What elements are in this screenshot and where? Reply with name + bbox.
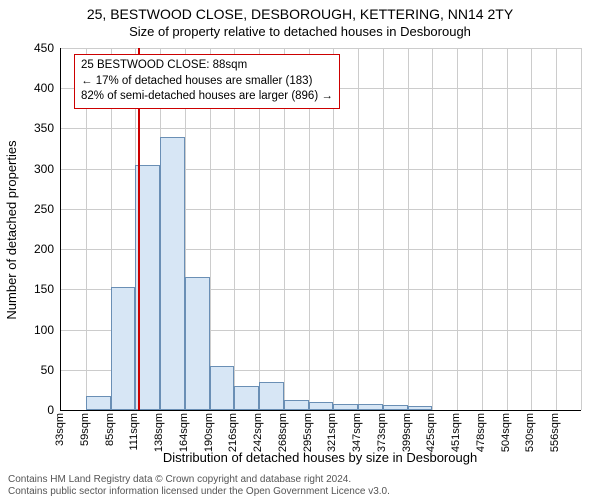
gridline-vertical — [457, 48, 458, 410]
x-axis-label: Distribution of detached houses by size … — [60, 450, 580, 465]
x-tick-label: 530sqm — [524, 413, 536, 452]
histogram-bar — [358, 404, 383, 410]
gridline-vertical — [408, 48, 409, 410]
histogram-bar — [383, 405, 408, 410]
histogram-bar — [86, 396, 111, 410]
info-line-larger: 82% of semi-detached houses are larger (… — [81, 89, 333, 105]
x-tick-label: 190sqm — [203, 413, 215, 452]
x-tick-label: 347sqm — [351, 413, 363, 452]
y-tick-label: 50 — [14, 363, 54, 377]
gridline-vertical — [581, 48, 582, 410]
x-tick-label: 504sqm — [500, 413, 512, 452]
x-tick-label: 451sqm — [450, 413, 462, 452]
histogram-bar — [408, 406, 433, 410]
gridline-vertical — [432, 48, 433, 410]
histogram-bar — [333, 404, 358, 410]
histogram-bar — [210, 366, 235, 410]
x-tick-label: 111sqm — [128, 413, 140, 451]
histogram-bar — [111, 287, 136, 410]
x-tick-label: 242sqm — [252, 413, 264, 452]
footer-attribution: Contains HM Land Registry data © Crown c… — [8, 474, 390, 498]
x-tick-label: 164sqm — [178, 413, 190, 452]
chart-title-main: 25, BESTWOOD CLOSE, DESBOROUGH, KETTERIN… — [0, 6, 600, 22]
footer-line-1: Contains HM Land Registry data © Crown c… — [8, 474, 390, 486]
y-tick-label: 400 — [14, 81, 54, 95]
x-tick-label: 33sqm — [54, 413, 66, 446]
histogram-bar — [309, 402, 334, 410]
gridline-vertical — [531, 48, 532, 410]
property-info-box: 25 BESTWOOD CLOSE: 88sqm← 17% of detache… — [74, 54, 340, 109]
histogram-bar — [284, 400, 309, 410]
x-tick-label: 85sqm — [104, 413, 116, 446]
y-tick-label: 200 — [14, 242, 54, 256]
y-tick-label: 350 — [14, 121, 54, 135]
y-tick-label: 0 — [14, 403, 54, 417]
footer-line-2: Contains public sector information licen… — [8, 486, 390, 498]
histogram-bar — [185, 277, 210, 410]
y-tick-label: 450 — [14, 41, 54, 55]
x-tick-label: 399sqm — [401, 413, 413, 452]
info-line-smaller: ← 17% of detached houses are smaller (18… — [81, 74, 333, 90]
x-tick-label: 321sqm — [326, 413, 338, 452]
chart-title-sub: Size of property relative to detached ho… — [0, 24, 600, 39]
gridline-vertical — [383, 48, 384, 410]
histogram-bar — [160, 137, 185, 411]
y-tick-label: 150 — [14, 282, 54, 296]
x-tick-label: 138sqm — [153, 413, 165, 452]
y-tick-label: 300 — [14, 162, 54, 176]
y-tick-label: 250 — [14, 202, 54, 216]
x-tick-label: 425sqm — [425, 413, 437, 452]
gridline-vertical — [507, 48, 508, 410]
gridline-vertical — [358, 48, 359, 410]
x-tick-label: 478sqm — [475, 413, 487, 452]
gridline-vertical — [482, 48, 483, 410]
x-tick-label: 268sqm — [277, 413, 289, 452]
histogram-bar — [234, 386, 259, 410]
x-tick-label: 556sqm — [549, 413, 561, 452]
x-tick-label: 59sqm — [79, 413, 91, 446]
x-tick-label: 295sqm — [302, 413, 314, 452]
x-tick-label: 373sqm — [376, 413, 388, 452]
info-line-property: 25 BESTWOOD CLOSE: 88sqm — [81, 58, 333, 74]
x-tick-label: 216sqm — [227, 413, 239, 452]
gridline-vertical — [556, 48, 557, 410]
y-tick-label: 100 — [14, 323, 54, 337]
histogram-bar — [259, 382, 284, 410]
